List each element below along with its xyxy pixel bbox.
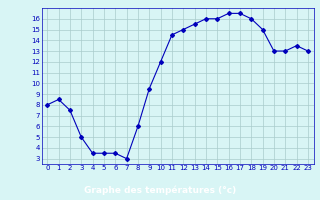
Text: Graphe des températures (°c): Graphe des températures (°c) — [84, 185, 236, 195]
